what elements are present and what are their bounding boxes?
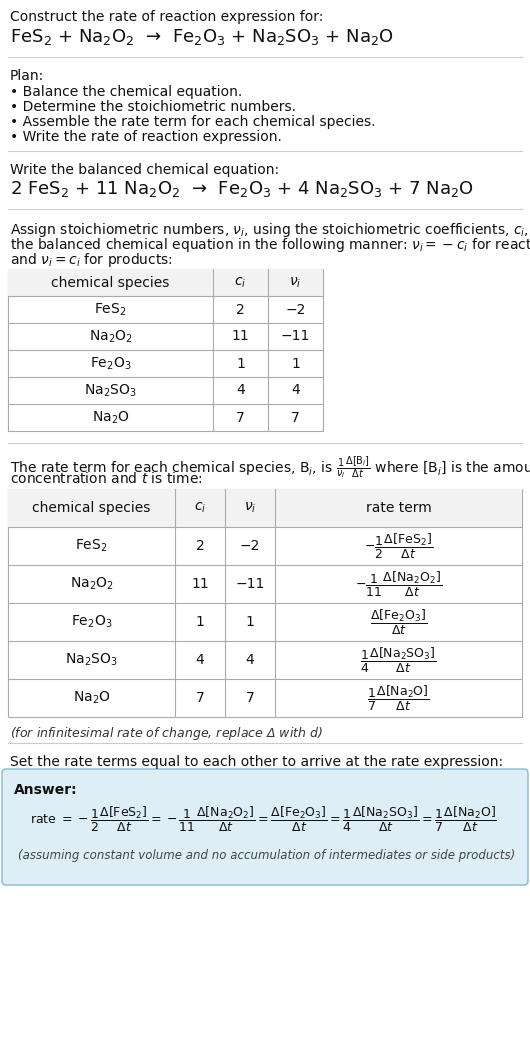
Text: $\nu_i$: $\nu_i$ — [289, 275, 302, 290]
Text: Write the balanced chemical equation:: Write the balanced chemical equation: — [10, 163, 279, 177]
Text: concentration and $t$ is time:: concentration and $t$ is time: — [10, 471, 202, 486]
Text: 2: 2 — [196, 539, 205, 553]
Text: Assign stoichiometric numbers, $\nu_i$, using the stoichiometric coefficients, $: Assign stoichiometric numbers, $\nu_i$, … — [10, 221, 530, 238]
Text: (for infinitesimal rate of change, replace Δ with $d$): (for infinitesimal rate of change, repla… — [10, 725, 323, 742]
Text: $\nu_i$: $\nu_i$ — [244, 501, 256, 516]
Text: Construct the rate of reaction expression for:: Construct the rate of reaction expressio… — [10, 10, 323, 24]
Text: $c_i$: $c_i$ — [234, 275, 246, 290]
Text: $\dfrac{\Delta[\mathrm{Fe_2O_3}]}{\Delta t}$: $\dfrac{\Delta[\mathrm{Fe_2O_3}]}{\Delta… — [370, 608, 427, 637]
Text: 1: 1 — [245, 615, 254, 629]
Text: 11: 11 — [191, 577, 209, 591]
Text: The rate term for each chemical species, B$_i$, is $\frac{1}{\nu_i}\frac{\Delta[: The rate term for each chemical species,… — [10, 455, 530, 481]
Text: −11: −11 — [281, 329, 310, 343]
Text: Na$_2$O$_2$: Na$_2$O$_2$ — [69, 575, 113, 592]
Text: 4: 4 — [196, 653, 205, 667]
Text: 7: 7 — [291, 410, 300, 425]
Text: 4: 4 — [291, 384, 300, 397]
Text: Na$_2$SO$_3$: Na$_2$SO$_3$ — [84, 382, 137, 399]
Text: Fe$_2$O$_3$: Fe$_2$O$_3$ — [90, 356, 131, 371]
Text: rate $= -\dfrac{1}{2}\dfrac{\Delta[\mathrm{FeS_2}]}{\Delta t} = -\dfrac{1}{11}\d: rate $= -\dfrac{1}{2}\dfrac{\Delta[\math… — [30, 805, 497, 834]
Text: FeS$_2$: FeS$_2$ — [75, 538, 108, 554]
Bar — [8, 488, 522, 527]
Text: Na$_2$SO$_3$: Na$_2$SO$_3$ — [65, 652, 118, 668]
Text: $\dfrac{1}{4}\dfrac{\Delta[\mathrm{Na_2SO_3}]}{\Delta t}$: $\dfrac{1}{4}\dfrac{\Delta[\mathrm{Na_2S… — [360, 645, 437, 675]
Text: −11: −11 — [235, 577, 264, 591]
Text: $c_i$: $c_i$ — [194, 501, 206, 516]
Text: Na$_2$O$_2$: Na$_2$O$_2$ — [89, 328, 132, 345]
Text: 7: 7 — [245, 691, 254, 705]
Text: $-\dfrac{1}{2}\dfrac{\Delta[\mathrm{FeS_2}]}{\Delta t}$: $-\dfrac{1}{2}\dfrac{\Delta[\mathrm{FeS_… — [364, 531, 433, 561]
FancyBboxPatch shape — [2, 769, 528, 885]
Text: FeS$_2$: FeS$_2$ — [94, 301, 127, 318]
Text: 4: 4 — [236, 384, 245, 397]
Text: chemical species: chemical species — [32, 501, 151, 515]
Text: 4: 4 — [245, 653, 254, 667]
Text: 1: 1 — [236, 357, 245, 370]
Text: 2: 2 — [236, 302, 245, 317]
Text: • Write the rate of reaction expression.: • Write the rate of reaction expression. — [10, 130, 282, 144]
Text: $-\dfrac{1}{11}\dfrac{\Delta[\mathrm{Na_2O_2}]}{\Delta t}$: $-\dfrac{1}{11}\dfrac{\Delta[\mathrm{Na_… — [355, 569, 442, 598]
Text: 11: 11 — [232, 329, 250, 343]
Text: −2: −2 — [285, 302, 306, 317]
Text: −2: −2 — [240, 539, 260, 553]
Text: 2 FeS$_2$ + 11 Na$_2$O$_2$  →  Fe$_2$O$_3$ + 4 Na$_2$SO$_3$ + 7 Na$_2$O: 2 FeS$_2$ + 11 Na$_2$O$_2$ → Fe$_2$O$_3$… — [10, 179, 474, 199]
Text: chemical species: chemical species — [51, 275, 170, 290]
Text: • Balance the chemical equation.: • Balance the chemical equation. — [10, 85, 242, 99]
Text: and $\nu_i = c_i$ for products:: and $\nu_i = c_i$ for products: — [10, 251, 173, 269]
Text: Plan:: Plan: — [10, 69, 44, 83]
Bar — [8, 269, 323, 431]
Text: 1: 1 — [291, 357, 300, 370]
Text: 1: 1 — [196, 615, 205, 629]
Text: 7: 7 — [196, 691, 205, 705]
Text: (assuming constant volume and no accumulation of intermediates or side products): (assuming constant volume and no accumul… — [18, 849, 515, 862]
Text: 7: 7 — [236, 410, 245, 425]
Text: • Determine the stoichiometric numbers.: • Determine the stoichiometric numbers. — [10, 100, 296, 114]
Text: Answer:: Answer: — [14, 783, 77, 797]
Bar — [8, 269, 323, 296]
Text: Set the rate terms equal to each other to arrive at the rate expression:: Set the rate terms equal to each other t… — [10, 755, 503, 769]
Text: • Assemble the rate term for each chemical species.: • Assemble the rate term for each chemic… — [10, 115, 375, 129]
Text: FeS$_2$ + Na$_2$O$_2$  →  Fe$_2$O$_3$ + Na$_2$SO$_3$ + Na$_2$O: FeS$_2$ + Na$_2$O$_2$ → Fe$_2$O$_3$ + Na… — [10, 27, 394, 47]
Text: rate term: rate term — [366, 501, 431, 515]
Text: $\dfrac{1}{7}\dfrac{\Delta[\mathrm{Na_2O}]}{\Delta t}$: $\dfrac{1}{7}\dfrac{\Delta[\mathrm{Na_2O… — [367, 683, 430, 712]
Text: Na$_2$O: Na$_2$O — [73, 689, 110, 706]
Text: Na$_2$O: Na$_2$O — [92, 409, 129, 426]
Bar — [8, 488, 522, 717]
Text: the balanced chemical equation in the following manner: $\nu_i = -c_i$ for react: the balanced chemical equation in the fo… — [10, 236, 530, 254]
Text: Fe$_2$O$_3$: Fe$_2$O$_3$ — [70, 614, 112, 630]
